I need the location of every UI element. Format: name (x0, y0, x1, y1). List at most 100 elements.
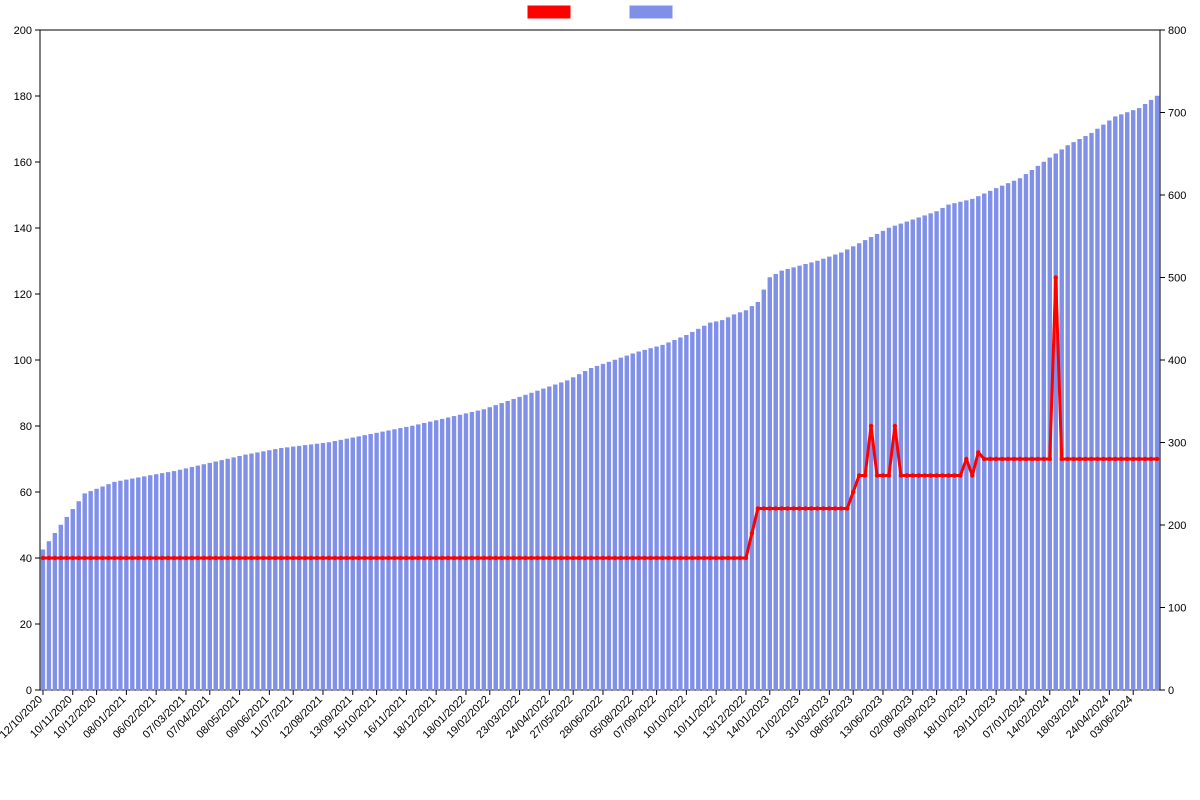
bar (786, 269, 790, 690)
bar (613, 360, 617, 690)
bar (1149, 100, 1153, 690)
line-marker (88, 556, 92, 560)
line-marker (684, 556, 688, 560)
line-marker (785, 506, 789, 510)
line-marker (154, 556, 158, 560)
bar (369, 434, 373, 690)
bar (821, 259, 825, 690)
line-marker (106, 556, 110, 560)
line-marker (428, 556, 432, 560)
line-marker (243, 556, 247, 560)
line-marker (1077, 457, 1081, 461)
line-marker (523, 556, 527, 560)
bar (744, 311, 748, 691)
bar (553, 385, 557, 690)
line-marker (488, 556, 492, 560)
line-marker (261, 556, 265, 560)
bar (118, 481, 122, 690)
line-marker (845, 506, 849, 510)
bar (166, 472, 170, 690)
bar (381, 432, 385, 690)
legend-swatch (528, 6, 570, 18)
bar (935, 212, 939, 691)
line-marker (303, 556, 307, 560)
y-left-tick-label: 160 (14, 157, 32, 169)
bar (315, 444, 319, 690)
bar (470, 412, 474, 690)
line-marker (511, 556, 515, 560)
line-marker (756, 506, 760, 510)
line-marker (774, 506, 778, 510)
bar (774, 274, 778, 690)
line-marker (1155, 457, 1159, 461)
line-marker (881, 473, 885, 477)
bar (321, 443, 325, 690)
line-marker (65, 556, 69, 560)
line-marker (82, 556, 86, 560)
line-marker (1113, 457, 1117, 461)
line-marker (887, 473, 891, 477)
bar (172, 471, 176, 690)
line-marker (559, 556, 563, 560)
bar (750, 306, 754, 690)
bar (303, 445, 307, 690)
bar (1131, 110, 1135, 690)
line-marker (476, 556, 480, 560)
bar (976, 196, 980, 690)
line-marker (458, 556, 462, 560)
line-marker (41, 556, 45, 560)
line-marker (589, 556, 593, 560)
bar (643, 350, 647, 690)
line-marker (791, 506, 795, 510)
line-marker (976, 450, 980, 454)
bar (1119, 115, 1123, 690)
bar (524, 395, 528, 690)
line-marker (601, 556, 605, 560)
line-marker (1030, 457, 1034, 461)
line-marker (839, 506, 843, 510)
bar (285, 448, 289, 690)
bar (530, 393, 534, 690)
line-marker (1006, 457, 1010, 461)
line-marker (1024, 457, 1028, 461)
bar (655, 347, 659, 690)
line-marker (946, 473, 950, 477)
bar (250, 454, 254, 690)
bar (1096, 129, 1100, 690)
bar (869, 237, 873, 690)
line-marker (279, 556, 283, 560)
line-marker (136, 556, 140, 560)
line-marker (118, 556, 122, 560)
line-marker (231, 556, 235, 560)
line-marker (1125, 457, 1129, 461)
bar (696, 329, 700, 690)
bar (964, 201, 968, 690)
bar (637, 352, 641, 690)
line-marker (1101, 457, 1105, 461)
line-marker (833, 506, 837, 510)
bar (1084, 136, 1088, 690)
line-marker (398, 556, 402, 560)
line-marker (857, 473, 861, 477)
line-marker (809, 506, 813, 510)
line-marker (1054, 275, 1058, 279)
y-left-tick-label: 20 (20, 619, 32, 631)
line-marker (732, 556, 736, 560)
bar (678, 338, 682, 690)
line-marker (1137, 457, 1141, 461)
line-marker (53, 556, 57, 560)
line-marker (482, 556, 486, 560)
legend-swatch (630, 6, 672, 18)
bar (726, 318, 730, 690)
bar (65, 517, 69, 690)
line-marker (928, 473, 932, 477)
line-marker (357, 556, 361, 560)
bar (1072, 142, 1076, 690)
line-marker (166, 556, 170, 560)
line-marker (130, 556, 134, 560)
bar (309, 445, 313, 690)
line-marker (333, 556, 337, 560)
y-right-tick-label: 0 (1168, 685, 1174, 697)
bar (1113, 117, 1117, 690)
bar (482, 410, 486, 691)
